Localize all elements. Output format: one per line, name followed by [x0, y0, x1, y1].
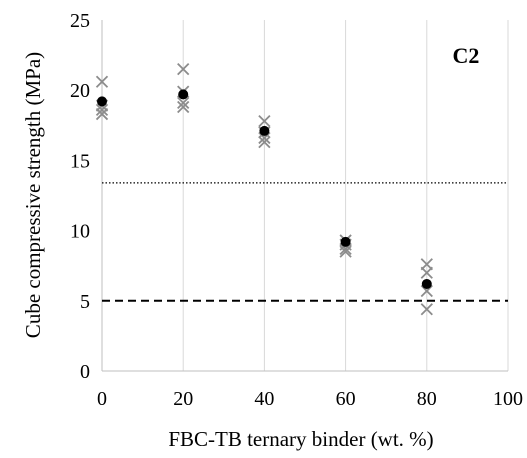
data-points [95, 63, 433, 316]
y-tick-label-10: 10 [70, 221, 90, 243]
x-marker-stroke [420, 303, 433, 316]
x-marker-stroke [420, 266, 433, 279]
x-marker-point [258, 136, 271, 149]
axes [101, 20, 508, 372]
x-tick-label-40: 40 [254, 388, 274, 410]
y-tick-label-25: 25 [70, 10, 90, 32]
x-marker-stroke [258, 136, 271, 149]
x-marker-point [420, 303, 433, 316]
x-marker-stroke [339, 245, 352, 258]
x-marker-point [177, 96, 190, 109]
grid [182, 20, 509, 371]
reference-lines [102, 182, 508, 302]
mean-point [259, 125, 270, 136]
x-marker-point [339, 245, 352, 258]
y-tick-label-0: 0 [80, 361, 90, 383]
x-tick-label-0: 0 [97, 388, 107, 410]
mean-point [340, 236, 351, 247]
x-marker-point [95, 103, 109, 116]
x-marker-point [258, 114, 271, 128]
x-marker-stroke [95, 75, 109, 88]
x-tick-label-20: 20 [173, 388, 193, 410]
x-marker-point [177, 100, 190, 114]
x-marker-point [177, 63, 190, 76]
x-tick-label-80: 80 [417, 388, 437, 410]
x-axis-title: FBC-TB ternary binder (wt. %) [168, 427, 433, 451]
mean-point [178, 89, 189, 100]
x-tick-label-60: 60 [336, 388, 356, 410]
x-marker-stroke [95, 107, 109, 121]
x-marker-point [95, 75, 109, 88]
y-axis-title: Cube compressive strength (MPa) [21, 52, 45, 338]
tick-labels: 0 20 40 60 80 100 0 5 10 15 20 25 [70, 10, 523, 410]
x-marker-stroke [95, 103, 109, 116]
mean-point [97, 96, 107, 107]
y-tick-label-5: 5 [80, 291, 90, 313]
x-marker-point [420, 266, 433, 279]
mean-point [421, 278, 432, 289]
panel-label: C2 [453, 43, 480, 68]
x-marker-stroke [177, 100, 190, 114]
x-marker-point [95, 107, 109, 121]
x-marker-stroke [177, 63, 190, 76]
x-marker-stroke [177, 96, 190, 109]
y-tick-label-15: 15 [70, 150, 90, 172]
y-tick-label-20: 20 [70, 80, 90, 102]
x-tick-label-100: 100 [493, 388, 523, 410]
x-marker-stroke [258, 114, 271, 128]
